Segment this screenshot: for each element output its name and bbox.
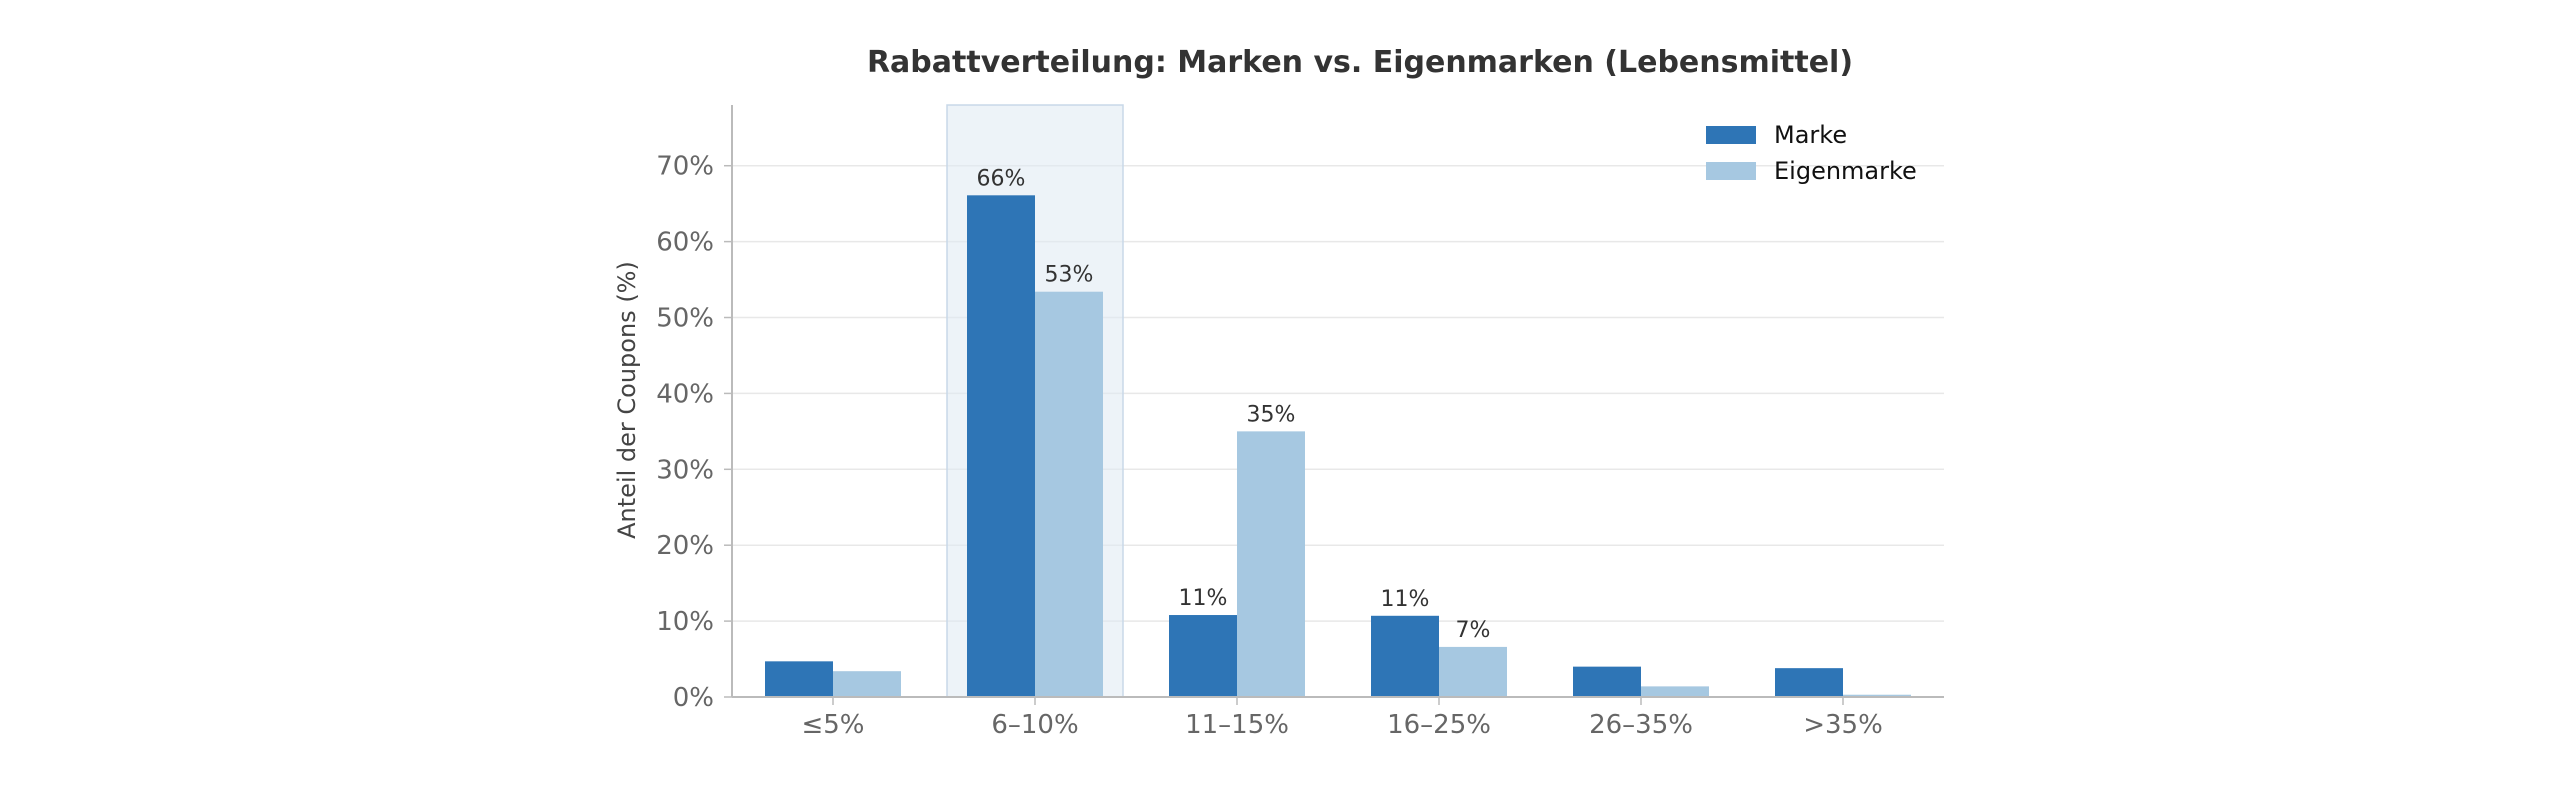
y-tick-label: 70%: [656, 152, 714, 182]
x-tick-label: 26–35%: [1589, 710, 1693, 740]
gridlines: [732, 164, 1944, 622]
bars: [765, 195, 1911, 698]
data-label: 11%: [1179, 586, 1228, 611]
data-label: 66%: [977, 166, 1026, 191]
bar-eigenmarke-4: [1439, 646, 1507, 697]
y-tick-label: 60%: [656, 228, 714, 258]
y-tick-label: 0%: [673, 683, 714, 713]
x-tick-label: 6–10%: [991, 710, 1078, 740]
y-tick-label: 50%: [656, 304, 714, 334]
bar-marke-1: [765, 661, 833, 697]
x-tick-label: >35%: [1803, 710, 1883, 740]
y-tick-label: 20%: [656, 531, 714, 561]
bar-eigenmarke-3: [1237, 431, 1305, 697]
bar-eigenmarke-5: [1641, 686, 1709, 697]
legend-label-eigenmarke: Eigenmarke: [1774, 157, 1917, 185]
legend: Marke Eigenmarke: [1706, 121, 1917, 185]
bar-marke-6: [1775, 668, 1843, 697]
x-tick-label: 11–15%: [1185, 710, 1289, 740]
legend-label-marke: Marke: [1774, 121, 1847, 149]
data-label: 11%: [1381, 587, 1430, 612]
y-tick-label: 10%: [656, 607, 714, 637]
x-tick-label: ≤5%: [801, 710, 864, 740]
bar-marke-4: [1371, 615, 1439, 697]
bar-eigenmarke-1: [833, 671, 901, 697]
bar-marke-5: [1573, 666, 1641, 697]
bar-eigenmarke-6: [1843, 694, 1911, 697]
axes: 0% 10% 20% 30% 40% 50% 60% 70% ≤5% 6–10% 11–15% 16–…: [656, 105, 1944, 740]
bar-marke-3: [1169, 615, 1237, 697]
legend-swatch-eigenmarke: [1706, 162, 1756, 180]
x-tick-label: 16–25%: [1387, 710, 1491, 740]
y-tick-label: 30%: [656, 455, 714, 485]
data-label: 53%: [1045, 263, 1094, 288]
y-axis-title: Anteil der Coupons (%): [613, 261, 641, 539]
data-label: 35%: [1247, 402, 1296, 427]
y-tick-label: 40%: [656, 379, 714, 409]
bar-marke-2: [967, 195, 1035, 698]
data-label: 7%: [1456, 618, 1491, 643]
chart-title: Rabattverteilung: Marken vs. Eigenmarken…: [867, 45, 1853, 80]
legend-swatch-marke: [1706, 126, 1756, 144]
bar-eigenmarke-2: [1035, 291, 1103, 697]
data-labels: 66% 53% 11% 35% 11% 7%: [977, 166, 1491, 643]
